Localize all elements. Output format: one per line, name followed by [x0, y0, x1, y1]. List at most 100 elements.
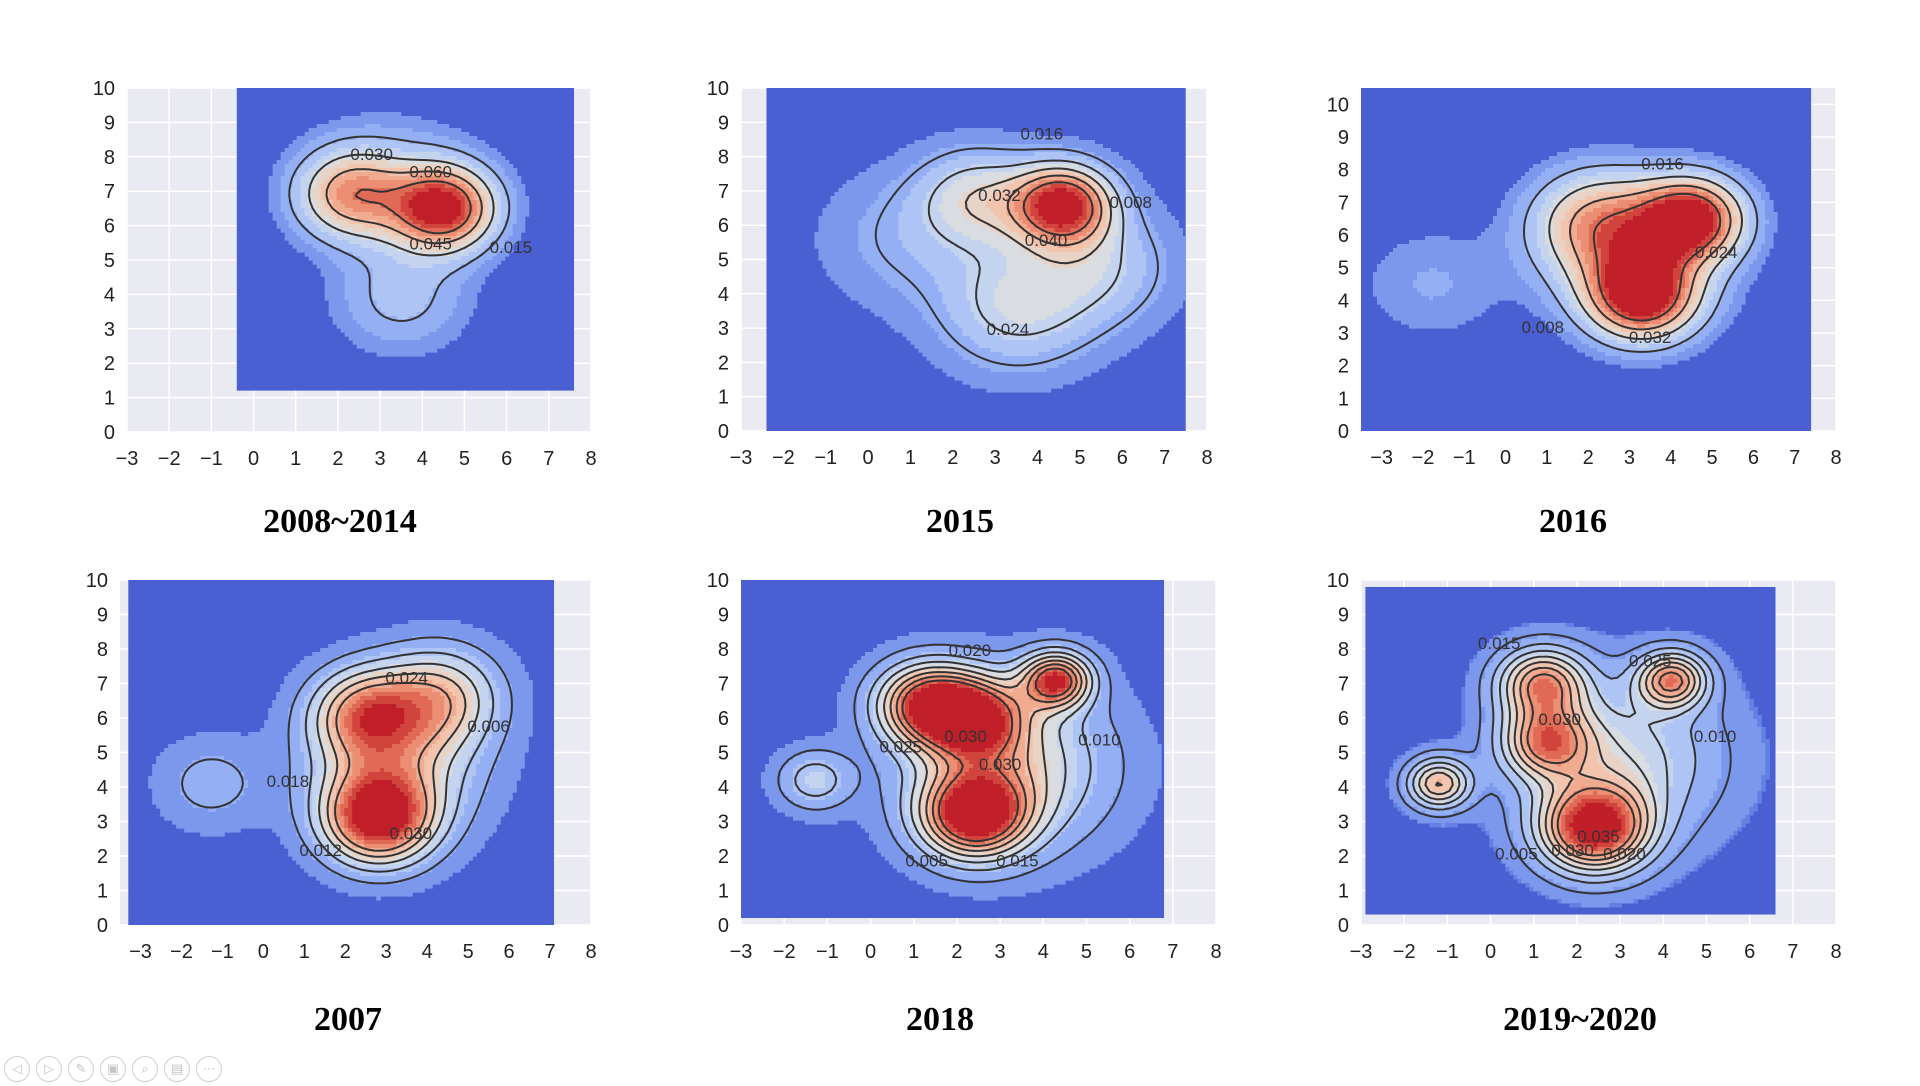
slide-controls: ◁▷✎▣⌕▤⋯	[4, 1056, 222, 1086]
x-tick-label: 6	[501, 448, 512, 470]
y-tick-label: 7	[104, 181, 115, 203]
x-tick-label: 0	[248, 448, 259, 470]
y-tick-label: 8	[718, 147, 729, 169]
x-tick-label: −1	[816, 941, 839, 963]
x-tick-label: −1	[200, 448, 223, 470]
contour-label: 0.020	[1603, 844, 1646, 863]
contour-label: 0.015	[996, 851, 1039, 870]
panel-caption: 2016	[1539, 503, 1607, 540]
x-tick-label: 8	[585, 448, 596, 470]
y-tick-label: 9	[1338, 605, 1349, 627]
y-tick-label: 8	[718, 639, 729, 661]
y-tick-label: 0	[1338, 915, 1349, 937]
contour-label: 0.005	[905, 851, 948, 870]
y-tick-label: 2	[104, 353, 115, 375]
y-tick-label: 8	[97, 639, 108, 661]
y-tick-label: 9	[104, 112, 115, 134]
contour-label: 0.040	[1025, 231, 1068, 250]
x-tick-label: 8	[1201, 447, 1212, 469]
x-tick-label: 8	[1830, 941, 1841, 963]
y-tick-label: 10	[707, 78, 729, 100]
x-tick-label: 4	[1038, 941, 1049, 963]
y-tick-label: 5	[718, 250, 729, 272]
density-field	[128, 580, 554, 925]
y-tick-label: 2	[718, 352, 729, 374]
slides-icon[interactable]: ▣	[100, 1056, 126, 1082]
contour-label: 0.030	[1551, 841, 1594, 860]
x-tick-label: 5	[463, 941, 474, 963]
x-tick-label: 2	[947, 447, 958, 469]
x-tick-label: 2	[951, 941, 962, 963]
x-tick-label: 7	[1167, 941, 1178, 963]
x-tick-label: 3	[375, 448, 386, 470]
y-tick-label: 4	[1338, 777, 1349, 799]
x-tick-label: 2	[1571, 941, 1582, 963]
x-tick-label: −2	[170, 941, 193, 963]
x-tick-label: 3	[1615, 941, 1626, 963]
y-tick-label: 5	[97, 743, 108, 765]
contour-label: 0.012	[299, 841, 342, 860]
contour-label: 0.008	[1109, 193, 1152, 212]
contour-label: 0.024	[385, 669, 428, 688]
x-tick-label: 7	[1787, 941, 1798, 963]
y-tick-label: 5	[1338, 743, 1349, 765]
y-tick-label: 1	[718, 387, 729, 409]
y-tick-label: 6	[1338, 225, 1349, 247]
x-tick-label: −2	[1393, 941, 1416, 963]
x-tick-label: −2	[1412, 447, 1435, 469]
contour-label: 0.032	[1629, 328, 1672, 347]
pen-icon[interactable]: ✎	[68, 1056, 94, 1082]
prev-icon[interactable]: ◁	[4, 1056, 30, 1082]
y-tick-label: 2	[718, 846, 729, 868]
x-tick-label: −3	[129, 941, 152, 963]
more-icon[interactable]: ⋯	[196, 1056, 222, 1082]
contour-label: 0.010	[1694, 727, 1737, 746]
contour-label: 0.008	[1521, 318, 1564, 337]
contour-label: 0.045	[409, 235, 452, 254]
y-tick-label: 9	[97, 605, 108, 627]
panel-caption: 2018	[906, 1001, 974, 1038]
y-tick-label: 9	[718, 605, 729, 627]
zoom-icon[interactable]: ⌕	[132, 1056, 158, 1082]
next-icon[interactable]: ▷	[36, 1056, 62, 1082]
density-field	[766, 88, 1187, 431]
contour-label: 0.005	[1495, 844, 1538, 863]
y-tick-label: 7	[97, 674, 108, 696]
subtitle-icon[interactable]: ▤	[164, 1056, 190, 1082]
x-tick-label: 5	[459, 448, 470, 470]
y-tick-label: 10	[93, 78, 115, 100]
contour-label: 0.015	[1478, 634, 1521, 653]
contour-label: 0.032	[978, 186, 1021, 205]
y-tick-label: 10	[1327, 570, 1349, 592]
contour-label: 0.025	[1629, 651, 1672, 670]
x-tick-label: −1	[814, 447, 837, 469]
x-tick-label: 7	[1789, 447, 1800, 469]
contour-label: 0.006	[467, 717, 510, 736]
x-tick-label: −1	[211, 941, 234, 963]
x-tick-label: 1	[1541, 447, 1552, 469]
x-tick-label: 8	[1210, 941, 1221, 963]
y-tick-label: 1	[97, 881, 108, 903]
x-tick-label: 7	[544, 941, 555, 963]
y-tick-label: 1	[1338, 388, 1349, 410]
x-tick-label: 5	[1707, 447, 1718, 469]
y-tick-label: 3	[1338, 323, 1349, 345]
contour-label: 0.060	[409, 162, 452, 181]
contour-label: 0.030	[1538, 710, 1581, 729]
contour-label: 0.030	[350, 145, 393, 164]
x-tick-label: 4	[1032, 447, 1043, 469]
x-tick-label: 4	[422, 941, 433, 963]
panel-caption: 2008~2014	[263, 503, 417, 540]
x-tick-label: 8	[585, 941, 596, 963]
y-tick-label: 1	[104, 388, 115, 410]
x-tick-label: 1	[1528, 941, 1539, 963]
y-tick-label: 1	[718, 881, 729, 903]
x-tick-label: 0	[1500, 447, 1511, 469]
contour-label: 0.016	[1641, 155, 1684, 174]
x-tick-label: −2	[773, 941, 796, 963]
y-tick-label: 6	[1338, 708, 1349, 730]
